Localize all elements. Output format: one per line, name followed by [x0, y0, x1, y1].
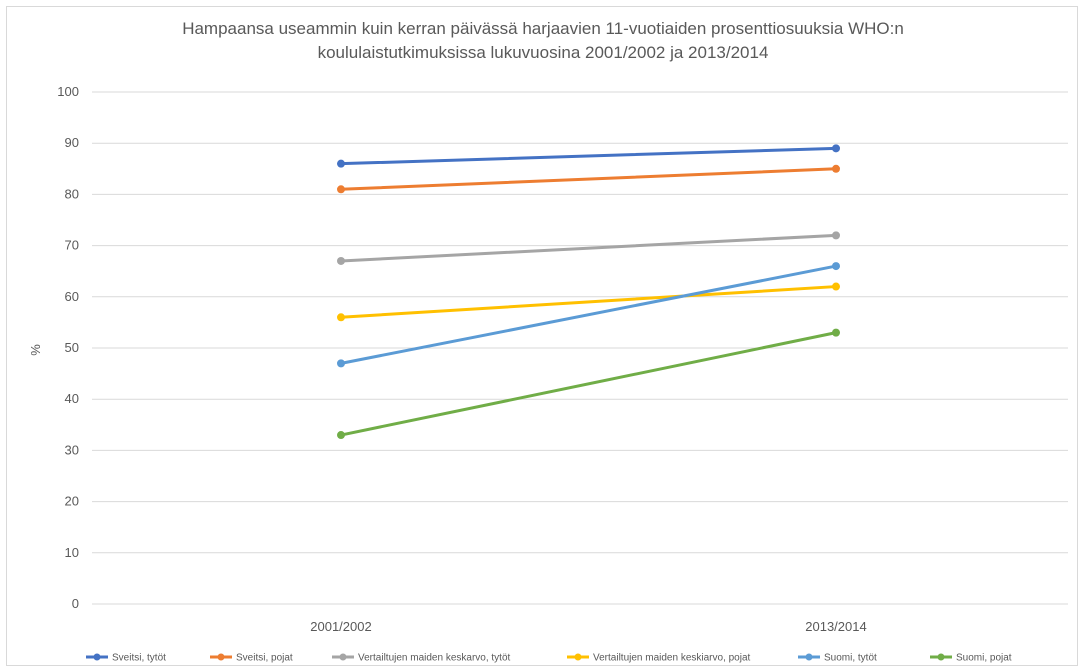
- data-point: [337, 313, 345, 322]
- y-tick-label: 40: [65, 391, 79, 406]
- data-point: [832, 328, 840, 337]
- data-point: [832, 282, 840, 291]
- y-tick-label: 80: [65, 186, 79, 201]
- y-tick-label: 60: [65, 289, 79, 304]
- series-line-0: [339, 146, 838, 166]
- data-point: [832, 164, 840, 173]
- series-line-1: [339, 167, 838, 191]
- data-point: [337, 431, 345, 440]
- data-point: [832, 231, 840, 240]
- series-line-5: [339, 331, 838, 437]
- chart-title-line-2: koululaistutkimuksissa lukuvuosina 2001/…: [318, 43, 769, 62]
- data-point: [337, 256, 345, 265]
- x-axis-ticks: 2001/2002 2013/2014: [310, 619, 866, 634]
- y-tick-label: 100: [57, 84, 79, 99]
- y-tick-label: 70: [65, 238, 79, 253]
- legend-entry-label: Vertailtujen maiden keskarvo, tytöt: [358, 653, 511, 664]
- y-tick-label: 30: [65, 442, 79, 457]
- legend-entry-label: Suomi, pojat: [956, 653, 1012, 664]
- x-tick-label: 2001/2002: [310, 619, 371, 634]
- y-axis-label: %: [28, 344, 43, 356]
- chart-title: Hampaansa useammin kuin kerran päivässä …: [182, 19, 904, 62]
- series-line-2: [339, 233, 838, 263]
- y-tick-label: 20: [65, 494, 79, 509]
- data-point: [337, 185, 345, 194]
- legend-entry-label: Suomi, tytöt: [824, 653, 877, 664]
- data-point: [832, 144, 840, 153]
- legend-swatch-marker: [339, 653, 347, 661]
- y-axis-ticks: 0 10 20 30 40 50 60 70 80 90 100: [57, 84, 79, 611]
- chart-frame: [6, 6, 1078, 666]
- series-line-3: [339, 285, 838, 319]
- data-point: [337, 159, 345, 168]
- series-line-4: [339, 264, 838, 365]
- legend-swatch-marker: [217, 653, 225, 661]
- y-tick-label: 10: [65, 545, 79, 560]
- data-point: [832, 262, 840, 271]
- data-point: [337, 359, 345, 368]
- series-group: [337, 144, 840, 440]
- y-tick-label: 50: [65, 340, 79, 355]
- legend-swatch-marker: [93, 653, 101, 661]
- legend-swatch-marker: [937, 653, 945, 661]
- legend-entry-label: Sveitsi, pojat: [236, 653, 293, 664]
- legend: Sveitsi, tytöt Sveitsi, pojat Vertailtujen…: [86, 653, 1012, 664]
- y-tick-label: 0: [72, 596, 79, 611]
- legend-swatch-marker: [805, 653, 813, 661]
- legend-entry-label: Sveitsi, tytöt: [112, 653, 166, 664]
- y-tick-label: 90: [65, 135, 79, 150]
- x-tick-label: 2013/2014: [805, 619, 866, 634]
- chart-title-line-1: Hampaansa useammin kuin kerran päivässä …: [182, 19, 904, 38]
- legend-entry-label: Vertailtujen maiden keskiarvo, pojat: [593, 653, 751, 664]
- gridlines: [92, 91, 1068, 605]
- legend-swatch-marker: [574, 653, 582, 661]
